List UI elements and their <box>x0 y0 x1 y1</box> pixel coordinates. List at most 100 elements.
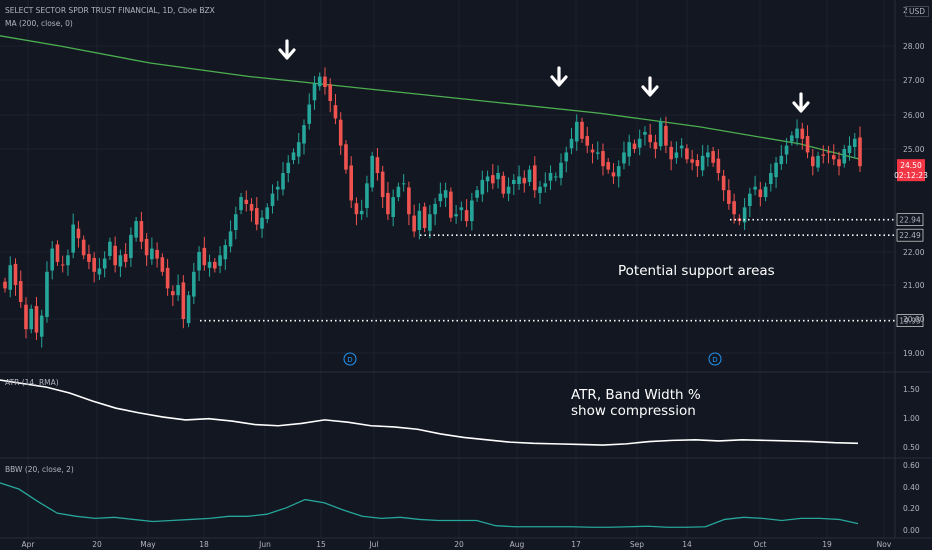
candle-body <box>18 281 23 302</box>
candle-body <box>218 255 222 266</box>
candle-body <box>60 264 65 266</box>
candle-body <box>831 155 836 160</box>
candle-body <box>506 186 511 194</box>
atr-legend-label[interactable]: ATR (14, RMA) <box>5 378 59 387</box>
candle-body <box>779 155 784 165</box>
candle-body <box>732 201 736 215</box>
currency-label[interactable]: USD <box>905 6 930 17</box>
time-tick-label: Jul <box>368 540 378 549</box>
candle-body <box>55 244 60 262</box>
candle-body <box>821 154 826 156</box>
candle-body <box>454 214 458 217</box>
candle-body <box>800 128 805 139</box>
candlestick-series <box>3 67 862 348</box>
ma-legend-label[interactable]: MA (200, close, 0) <box>5 19 73 28</box>
candle-body <box>108 241 112 256</box>
candle-body <box>144 238 149 256</box>
candle-body <box>396 186 401 198</box>
candle-body <box>401 183 406 185</box>
candle-body <box>459 207 464 211</box>
candle-body <box>553 176 558 178</box>
axis-labels: 28.00 27.00 26.00 25.00 22.00 21.00 20.00 19.00… <box>22 6 929 549</box>
candle-body <box>233 214 238 231</box>
support-lines: 22.94 22.49 19.95 <box>200 213 924 328</box>
candle-body <box>92 257 96 272</box>
candle-body <box>24 304 28 330</box>
candle-body <box>470 200 474 222</box>
time-tick-label: 17 <box>571 540 581 549</box>
symbol-title[interactable]: SELECT SECTOR SPDR TRUST FINANCIAL, 1D, … <box>5 6 215 15</box>
bbw-legend-label[interactable]: BBW (20, close, 2) <box>5 465 74 474</box>
candle-body <box>543 183 548 187</box>
candle-body <box>643 132 647 135</box>
candle-body <box>102 258 107 269</box>
price-tick-label: 25.00 <box>903 145 925 154</box>
candle-body <box>826 151 831 153</box>
time-tick-label: 20 <box>454 540 464 549</box>
price-tick-label: 28.00 <box>903 42 925 51</box>
candle-body <box>380 171 385 198</box>
bbw-tick-label: 0.20 <box>903 504 920 513</box>
candle-body <box>774 162 778 178</box>
time-tick-label: Nov <box>877 540 892 549</box>
candle-body <box>139 221 144 242</box>
candle-body <box>365 183 369 209</box>
price-tick-label: 27.00 <box>903 76 925 85</box>
support-level-box <box>896 314 924 328</box>
candle-body <box>8 265 13 290</box>
support-level-label: 22.49 <box>899 231 921 240</box>
candle-body <box>3 281 7 289</box>
candle-body <box>176 285 180 296</box>
candle-body <box>595 152 600 154</box>
candle-body <box>370 155 374 188</box>
candle-body <box>716 158 721 174</box>
candle-body <box>627 142 632 157</box>
candle-body <box>71 224 75 253</box>
candle-body <box>417 210 422 231</box>
candle-body <box>249 203 254 211</box>
candle-body <box>559 162 563 178</box>
time-tick-label: 18 <box>199 540 209 549</box>
candle-body <box>29 308 34 330</box>
candle-body <box>601 151 605 167</box>
time-tick-label: 14 <box>682 540 692 549</box>
candle-body <box>574 121 579 142</box>
candle-body <box>186 295 191 324</box>
time-tick-label: Jun <box>258 540 271 549</box>
candle-body <box>805 136 810 153</box>
candle-body <box>202 247 207 266</box>
down-arrow-icon <box>641 76 659 97</box>
candle-body <box>171 291 175 296</box>
atr-line <box>0 379 859 446</box>
candle-body <box>386 192 390 215</box>
candle-body <box>700 155 705 171</box>
bbw-tick-label: 0.00 <box>903 526 920 535</box>
candle-body <box>669 146 673 160</box>
atr-panel <box>0 379 859 446</box>
bbw-line <box>0 482 859 528</box>
candle-body <box>522 177 527 184</box>
atr-tick-label: 0.50 <box>903 443 920 452</box>
candle-body <box>391 197 395 217</box>
ma-200-line <box>0 35 861 160</box>
candle-body <box>192 271 196 297</box>
last-price-value: 24.50 <box>900 161 922 170</box>
candle-body <box>664 125 668 146</box>
candle-body <box>291 152 296 160</box>
candle-body <box>323 76 327 87</box>
candle-body <box>590 149 595 153</box>
moving-average-line <box>0 35 861 160</box>
candle-body <box>784 145 789 155</box>
candle-body <box>328 84 333 101</box>
down-arrow-icon <box>792 92 810 113</box>
down-arrow-icon <box>278 39 296 60</box>
candle-body <box>286 162 291 174</box>
candle-body <box>317 76 322 87</box>
candle-body <box>763 186 768 198</box>
candle-body <box>753 186 757 190</box>
candle-body <box>407 187 411 215</box>
price-tick-label: 26.00 <box>903 111 925 120</box>
candle-body <box>244 199 249 204</box>
